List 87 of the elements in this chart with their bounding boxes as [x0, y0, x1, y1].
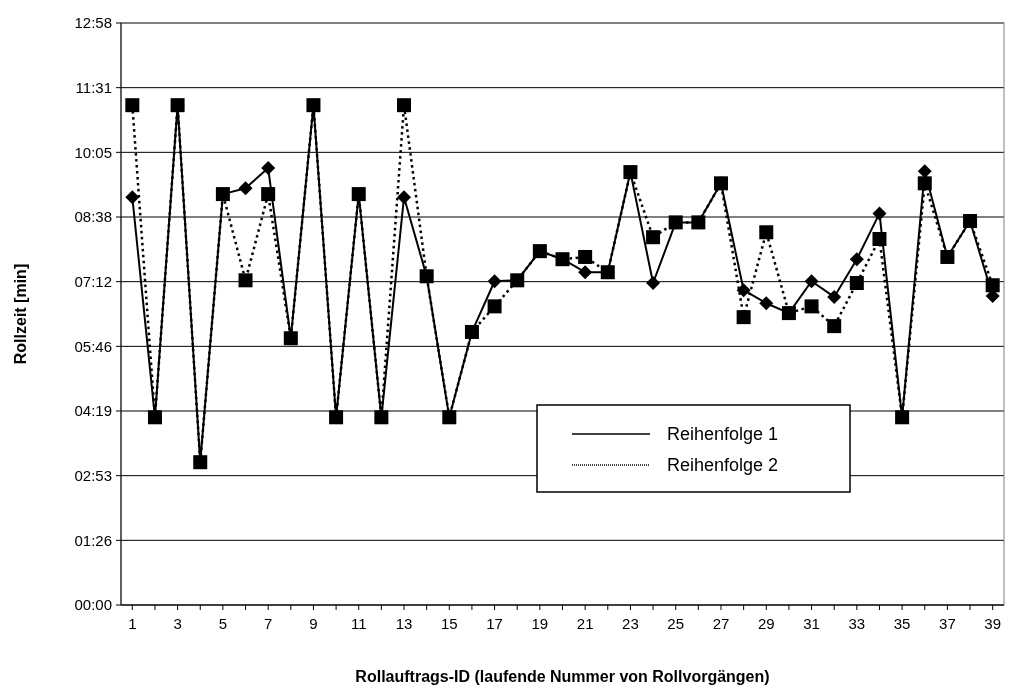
point [532, 244, 547, 259]
point [419, 269, 434, 284]
point [713, 176, 728, 191]
point [668, 215, 683, 230]
point [917, 176, 932, 191]
y-tick-label: 04:19 [74, 402, 112, 420]
point [578, 265, 593, 280]
point [238, 181, 253, 196]
legend-label: Reihenfolge 2 [667, 455, 779, 476]
point [895, 410, 910, 425]
point [238, 273, 253, 288]
x-tick-label: 15 [440, 615, 458, 632]
x-tick-label: 7 [263, 615, 273, 632]
x-tick-label: 39 [984, 615, 1002, 632]
point [125, 98, 140, 113]
point [804, 274, 819, 289]
point [849, 252, 864, 267]
point [872, 206, 887, 221]
y-axis-title: Rollzeit [min] [12, 263, 29, 365]
point [736, 310, 751, 325]
x-tick-label: 23 [622, 615, 639, 632]
point [147, 410, 162, 425]
x-tick-label: 1 [128, 615, 137, 632]
point [442, 410, 457, 425]
point [827, 289, 842, 304]
point [600, 265, 615, 280]
point [691, 215, 706, 230]
point [804, 299, 819, 314]
x-tick-label: 21 [576, 615, 594, 632]
x-tick-label: 19 [531, 615, 549, 632]
point [329, 410, 344, 425]
point [646, 276, 661, 291]
y-tick-label: 12:58 [74, 14, 112, 32]
point [555, 252, 570, 267]
x-tick-label: 37 [939, 615, 956, 632]
point [646, 230, 661, 245]
point [374, 410, 389, 425]
x-tick-label: 9 [309, 615, 318, 632]
x-tick-label: 13 [395, 615, 413, 632]
point [351, 187, 366, 202]
x-tick-label: 35 [893, 615, 911, 632]
point [510, 273, 525, 288]
legend-label: Reihenfolge 1 [667, 424, 779, 445]
point [306, 98, 321, 113]
x-tick-label: 29 [757, 615, 775, 632]
point [623, 165, 638, 180]
point [464, 324, 479, 339]
x-tick-label: 33 [848, 615, 866, 632]
point [193, 455, 208, 470]
x-axis-title: Rollauftrags-ID (laufende Nummer von Rollvorgängen) [355, 668, 770, 685]
point [781, 306, 796, 321]
point [940, 249, 955, 264]
point [170, 98, 185, 113]
point [215, 187, 230, 202]
point [759, 296, 774, 311]
point [487, 274, 502, 289]
point [736, 283, 751, 298]
point [397, 98, 412, 113]
y-tick-label: 02:53 [74, 466, 112, 484]
y-tick-label: 07:12 [74, 272, 112, 290]
point [963, 214, 978, 229]
point [827, 319, 842, 334]
y-tick-label: 01:26 [74, 531, 112, 549]
point [261, 161, 276, 176]
point [397, 190, 412, 205]
x-tick-label: 31 [803, 615, 820, 632]
x-tick-label: 25 [667, 615, 685, 632]
y-tick-label: 05:46 [74, 337, 112, 355]
point [578, 249, 593, 264]
point [283, 331, 298, 346]
point [872, 232, 887, 247]
x-tick-label: 17 [486, 615, 503, 632]
x-tick-label: 27 [712, 615, 730, 632]
y-tick-label: 08:38 [74, 208, 112, 226]
y-tick-label: 11:31 [75, 78, 112, 96]
point [759, 225, 774, 240]
x-tick-label: 3 [173, 615, 182, 632]
point [849, 276, 864, 291]
point [125, 190, 140, 205]
x-tick-label: 5 [218, 615, 228, 632]
point [917, 164, 932, 179]
y-tick-label: 10:05 [74, 143, 112, 161]
point [261, 187, 276, 202]
point [487, 299, 502, 314]
x-tick-label: 11 [350, 615, 367, 632]
y-tick-label: 00:00 [74, 596, 112, 614]
point [985, 278, 1000, 293]
